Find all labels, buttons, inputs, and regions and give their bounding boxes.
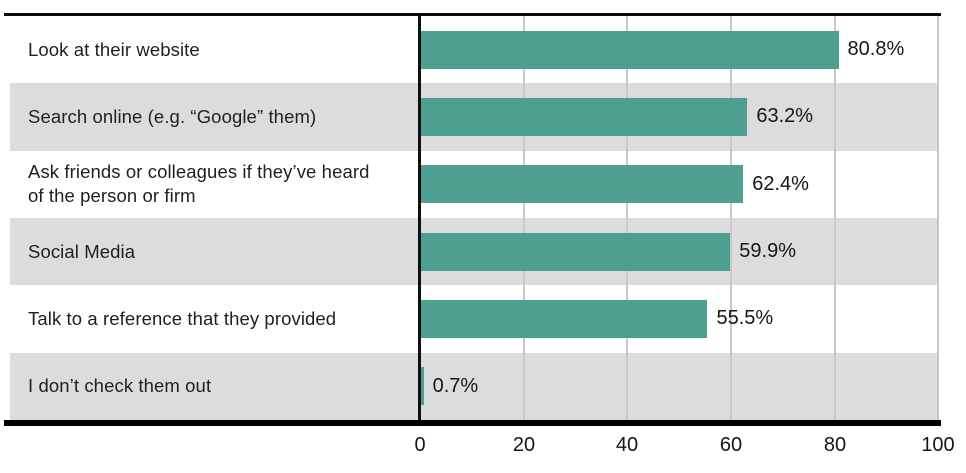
value-label: 59.9%: [739, 240, 796, 263]
x-tick-label: 80: [823, 434, 847, 456]
bar-area: 55.5%: [420, 285, 938, 352]
x-tick-label: 40: [615, 434, 639, 456]
x-tick-label: 60: [719, 434, 743, 456]
bar-area: 63.2%: [420, 83, 938, 150]
chart-row: Talk to a reference that they provided 5…: [10, 285, 939, 352]
category-label: Look at their website: [28, 38, 200, 60]
x-axis-line: [4, 420, 941, 426]
bar-area: 80.8%: [420, 16, 938, 83]
y-axis-line: [418, 13, 421, 426]
chart-top-border: [4, 13, 941, 16]
gridline-40: [626, 16, 628, 420]
chart-row: Look at their website 80.8%: [10, 16, 939, 83]
x-axis-ticks: 0 20 40 60 80 100: [0, 434, 966, 464]
chart-row: I don’t check them out 0.7%: [10, 352, 939, 420]
bar: [420, 165, 744, 204]
value-label: 80.8%: [847, 38, 905, 61]
value-label: 0.7%: [432, 374, 479, 397]
category-label: I don’t check them out: [28, 375, 212, 397]
value-label: 55.5%: [716, 307, 774, 330]
chart-rows: Look at their website 80.8% Search onlin…: [10, 16, 939, 420]
bar: [420, 299, 708, 338]
x-tick-label: 0: [414, 434, 426, 456]
bar-area: 59.9%: [420, 218, 938, 285]
value-label: 63.2%: [756, 105, 814, 128]
bar: [420, 97, 748, 136]
x-tick-label: 20: [512, 434, 536, 456]
bar-area: 0.7%: [420, 353, 938, 420]
gridline-20: [523, 16, 525, 420]
bar: [420, 367, 424, 406]
bar-area: 62.4%: [420, 151, 938, 218]
gridline-100: [937, 16, 939, 420]
chart-row: Social Media 59.9%: [10, 218, 939, 286]
bar: [420, 30, 839, 69]
gridline-80: [834, 16, 836, 420]
bar: [420, 232, 731, 271]
chart-row: Search online (e.g. “Google” them) 63.2%: [10, 83, 939, 151]
category-label: Talk to a reference that they provided: [28, 307, 337, 329]
category-label: Search online (e.g. “Google” them): [28, 105, 317, 127]
value-label: 62.4%: [752, 172, 809, 195]
category-label: Social Media: [28, 240, 136, 262]
x-tick-label: 100: [921, 434, 955, 456]
chart-row: Ask friends or colleagues if they’ve hea…: [10, 151, 939, 218]
gridline-60: [730, 16, 732, 420]
category-label: Ask friends or colleagues if they’ve hea…: [28, 161, 370, 207]
